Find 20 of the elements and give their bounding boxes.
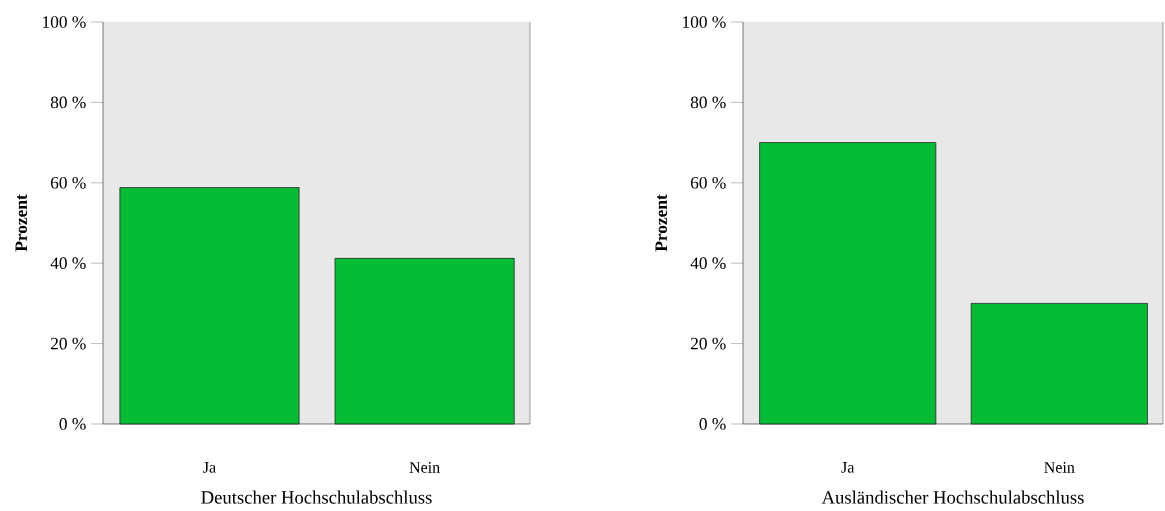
x-tick-label: Nein [1044,462,1075,473]
x-tick-label: Nein [409,462,440,473]
x-axis-title: Ausländischer Hochschulabschluss [821,490,1084,504]
y-tick-label: 60 % [690,176,726,189]
y-tick-label: 0 % [59,418,86,430]
y-tick-label: 60 % [50,176,86,189]
y-tick-label: 100 % [43,16,86,28]
y-axis-title: Prozent [655,194,668,252]
x-tick-label: Ja [203,462,216,473]
y-axis-title: Prozent [15,194,28,252]
y-tick-label: 40 % [50,257,86,270]
y-tick-label: 20 % [50,337,86,350]
y-tick-label: 20 % [690,337,726,350]
y-tick-label: 40 % [690,257,726,270]
y-tick-label: 100 % [683,16,726,28]
x-axis-title: Deutscher Hochschulabschluss [201,490,432,504]
y-tick-label: 80 % [50,96,86,109]
y-tick-label: 0 % [699,418,726,430]
y-tick-label: 80 % [690,96,726,109]
x-tick-label: Ja [841,462,855,473]
